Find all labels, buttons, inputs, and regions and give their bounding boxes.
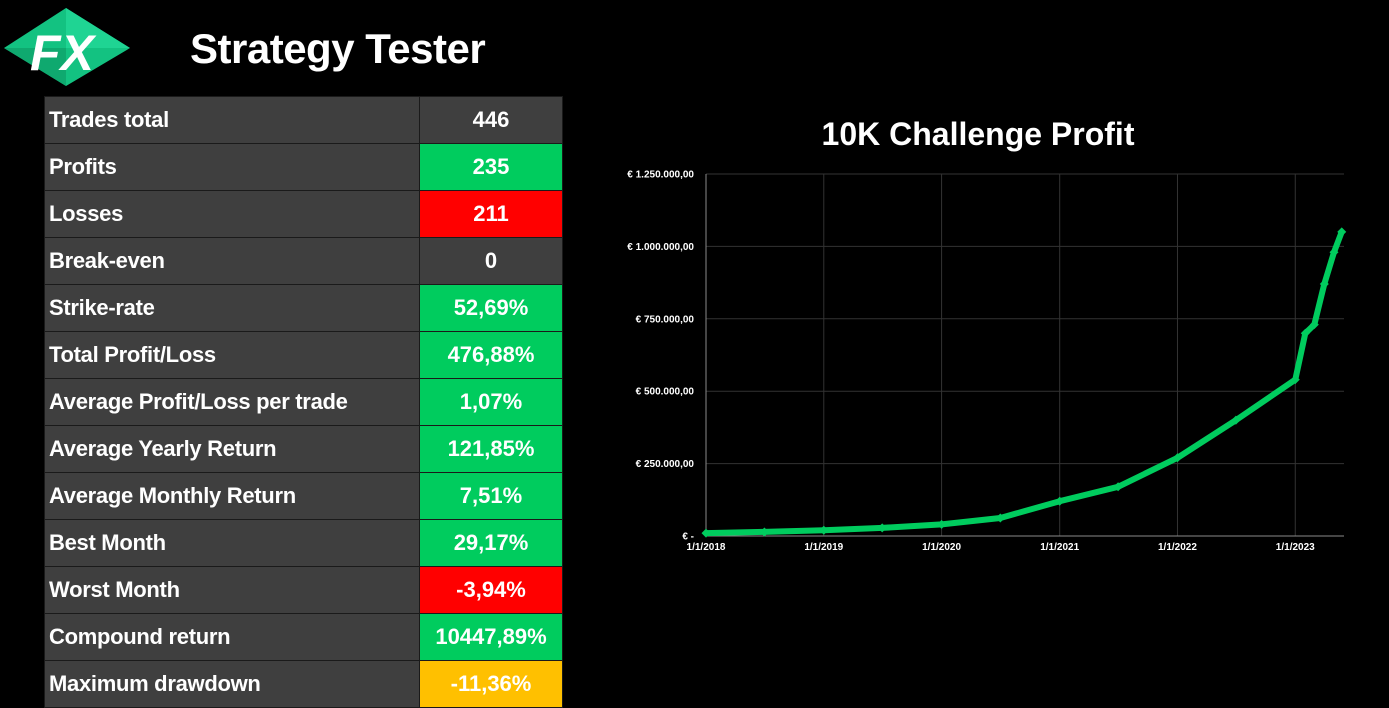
stats-row: Best Month 29,17%	[44, 519, 563, 567]
stat-label: Average Monthly Return	[44, 472, 420, 520]
y-tick-label: € 750.000,00	[636, 314, 695, 325]
chart-series	[701, 227, 1347, 538]
data-point	[1309, 320, 1319, 330]
stats-table: Trades total 446 Profits 235 Losses 211 Break-…	[44, 96, 563, 708]
stat-value: 446	[419, 96, 563, 144]
data-point	[937, 519, 947, 529]
y-tick-label: € 250.000,00	[636, 459, 695, 470]
stat-label: Trades total	[44, 96, 420, 144]
data-point	[819, 525, 829, 535]
data-point	[701, 528, 711, 538]
stats-table-body: Trades total 446 Profits 235 Losses 211 Break-…	[44, 96, 563, 708]
x-tick-label: 1/1/2018	[687, 542, 726, 553]
chart-axes: € - € 250.000,00 € 500.000,00 € 750.000,00 €…	[627, 170, 1344, 553]
stats-row: Average Profit/Loss per trade 1,07%	[44, 378, 563, 426]
stats-row: Break-even 0	[44, 237, 563, 285]
data-point	[759, 527, 769, 537]
x-tick-label: 1/1/2021	[1040, 542, 1079, 553]
stat-value: 7,51%	[419, 472, 563, 520]
stats-row: Compound return 10447,89%	[44, 613, 563, 661]
stat-label: Total Profit/Loss	[44, 331, 420, 379]
data-point	[1172, 453, 1182, 463]
x-tick-label: 1/1/2023	[1276, 542, 1315, 553]
stat-label: Compound return	[44, 613, 420, 661]
chart-title: 10K Challenge Profit	[821, 116, 1135, 152]
logo-text: FX	[30, 25, 97, 81]
stat-label: Best Month	[44, 519, 420, 567]
stat-value: 29,17%	[419, 519, 563, 567]
stat-label: Average Yearly Return	[44, 425, 420, 473]
data-point	[1300, 328, 1310, 338]
y-tick-label: € -	[682, 532, 694, 543]
stats-row: Strike-rate 52,69%	[44, 284, 563, 332]
series-line	[705, 230, 1345, 537]
stats-row: Trades total 446	[44, 96, 563, 144]
stat-value: 52,69%	[419, 284, 563, 332]
profit-chart: € - € 250.000,00 € 500.000,00 € 750.000,00 €…	[627, 170, 1347, 553]
stat-label: Average Profit/Loss per trade	[44, 378, 420, 426]
data-point	[1231, 415, 1241, 425]
x-tick-label: 1/1/2020	[922, 542, 961, 553]
stats-row: Total Profit/Loss 476,88%	[44, 331, 563, 379]
stats-row: Average Monthly Return 7,51%	[44, 472, 563, 520]
stat-value: -11,36%	[419, 660, 563, 708]
x-tick-label: 1/1/2019	[804, 542, 843, 553]
stat-label: Break-even	[44, 237, 420, 285]
data-point	[995, 513, 1005, 523]
data-point	[1055, 496, 1065, 506]
stat-label: Losses	[44, 190, 420, 238]
stat-value: 476,88%	[419, 331, 563, 379]
page-title: Strategy Tester	[190, 25, 486, 72]
data-point	[1329, 247, 1339, 257]
data-point	[1319, 279, 1329, 289]
data-point	[1290, 375, 1300, 385]
stat-value: 10447,89%	[419, 613, 563, 661]
stat-label: Profits	[44, 143, 420, 191]
data-point	[1113, 482, 1123, 492]
stat-label: Worst Month	[44, 566, 420, 614]
data-point	[1337, 227, 1347, 237]
stats-row: Average Yearly Return 121,85%	[44, 425, 563, 473]
stats-row: Worst Month -3,94%	[44, 566, 563, 614]
stat-value: -3,94%	[419, 566, 563, 614]
stat-value: 211	[419, 190, 563, 238]
fx-logo: FX	[4, 8, 130, 86]
y-tick-label: € 500.000,00	[636, 387, 695, 398]
x-tick-label: 1/1/2022	[1158, 542, 1197, 553]
stat-value: 1,07%	[419, 378, 563, 426]
data-point	[877, 523, 887, 533]
stat-value: 121,85%	[419, 425, 563, 473]
stats-row: Maximum drawdown -11,36%	[44, 660, 563, 708]
stat-value: 235	[419, 143, 563, 191]
stats-row: Losses 211	[44, 190, 563, 238]
stat-label: Maximum drawdown	[44, 660, 420, 708]
stat-label: Strike-rate	[44, 284, 420, 332]
y-tick-label: € 1.000.000,00	[627, 242, 694, 253]
y-tick-label: € 1.250.000,00	[627, 170, 694, 181]
stats-row: Profits 235	[44, 143, 563, 191]
chart-grid	[705, 173, 1344, 536]
stat-value: 0	[419, 237, 563, 285]
